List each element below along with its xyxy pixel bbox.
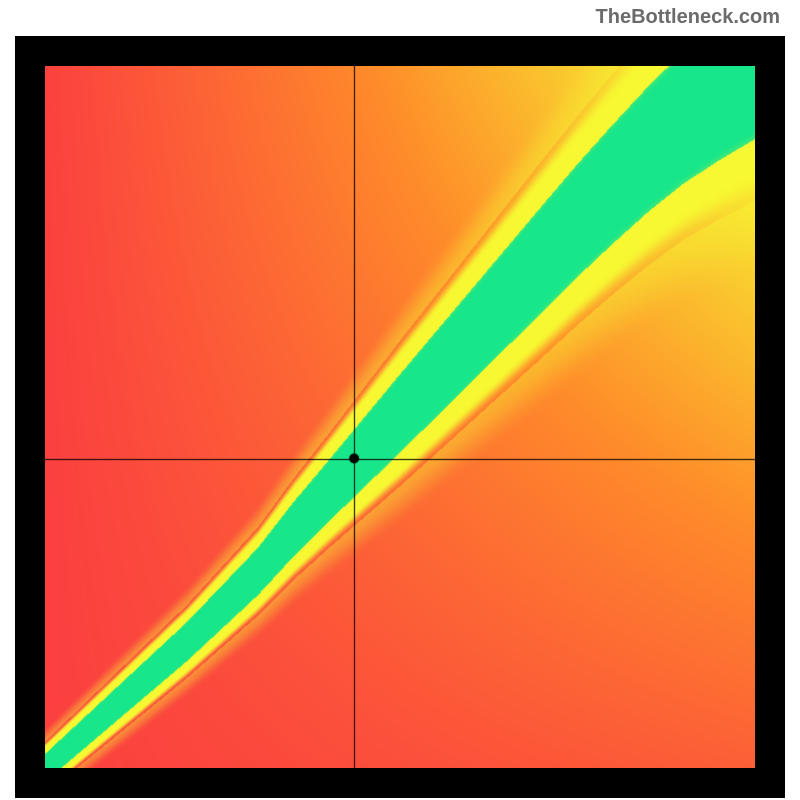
- chart-frame: [15, 36, 785, 798]
- bottleneck-heatmap: [45, 66, 755, 768]
- watermark: TheBottleneck.com: [596, 6, 780, 29]
